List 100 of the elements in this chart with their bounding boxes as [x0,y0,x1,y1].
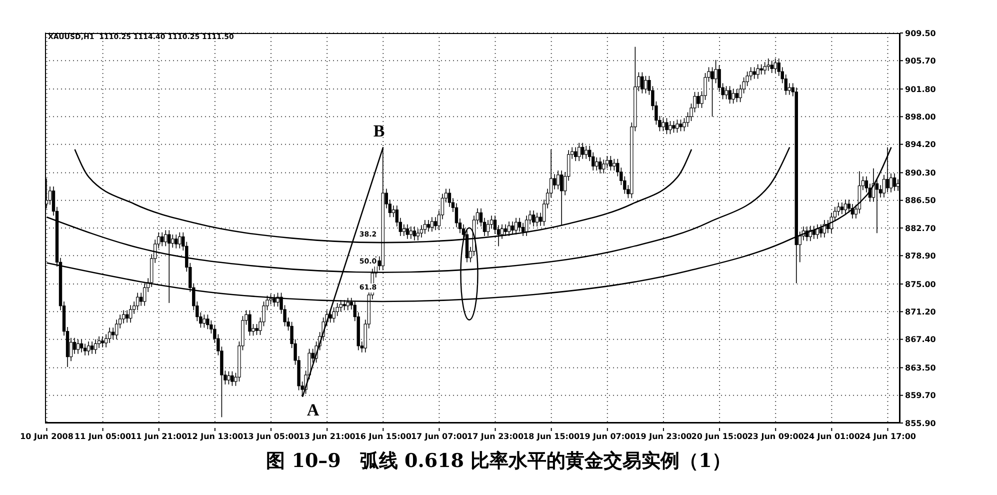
candlestick [578,142,581,162]
y-tick-label: 909.50 [905,28,936,38]
candlestick [532,210,536,227]
candlestick [136,292,140,311]
candlestick [178,232,182,249]
candlestick [696,92,700,108]
candlestick [724,86,728,100]
candlestick [72,337,76,354]
candlestick [788,82,791,96]
x-tick-label: 17 Jun 07:00 [410,432,468,441]
x-tick-label: 20 Jun 15:00 [691,432,748,441]
x-tick-label: 13 Jun 05:00 [242,432,300,441]
candlestick [129,304,132,323]
candlestick [679,119,682,132]
y-tick-label: 859.70 [905,391,936,400]
candlestick [770,60,774,74]
y-tick-label: 905.70 [905,56,936,66]
candlestick [94,338,98,354]
candlestick [510,221,514,235]
candlestick [486,220,490,236]
candlestick [574,146,578,162]
x-tick-label: 24 Jun 17:00 [859,432,916,441]
candlestick [108,327,112,344]
candlestick [332,306,336,323]
text: 图 10–9 弧线 0.618 比率水平的黄金交易实例（1） [265,449,732,474]
candlestick [86,341,90,356]
candlestick [504,224,508,236]
annotation: A [306,400,320,420]
candlestick [206,314,210,330]
x-tick-label: 18 Jun 15:00 [523,432,580,441]
candlestick [668,120,672,135]
y-tick-label: 875.00 [905,280,936,289]
candlestick [416,228,420,241]
candlestick [840,202,844,215]
candlestick [426,220,430,232]
candlestick [76,338,80,354]
candlestick [710,66,714,118]
x-tick-label: 24 Jun 01:00 [803,432,860,441]
candlestick [518,217,522,232]
candlestick [609,156,612,171]
candlestick [766,58,770,72]
y-tick-label: 898.00 [905,112,936,122]
candlestick [90,341,94,354]
candlestick [595,157,598,171]
candlestick [644,76,648,94]
y-tick-label: 890.30 [905,168,936,178]
x-tick-label: 16 Jun 15:00 [354,432,412,441]
candlestick [412,226,416,241]
candlestick [171,234,174,248]
candlestick [728,86,732,104]
candlestick [160,232,164,247]
y-tick-label: 863.50 [905,364,936,373]
x-tick-label: 10 Jun 2008 [20,432,74,441]
candlestick [760,64,763,75]
x-tick-label: 12 Jun 13:00 [186,432,244,441]
candlestick [581,142,584,160]
y-tick-label: 901.80 [905,84,936,94]
candlestick [672,120,676,134]
candlestick [560,170,564,226]
candlestick [598,157,602,174]
y-tick-label: 878.90 [905,251,936,260]
y-tick-label: 867.40 [905,335,936,344]
candlestick [507,221,511,236]
candlestick [409,226,413,240]
candlestick [676,119,679,134]
candlestick [584,145,588,160]
candlestick [612,158,616,171]
candlestick [514,217,518,235]
candlestick [602,159,606,174]
candlestick [844,199,848,215]
y-tick-label: 871.20 [905,308,936,317]
y-tick-label: 886.50 [905,196,936,206]
candlestick [174,234,178,249]
candlestick [819,224,823,238]
candlestick [735,88,738,103]
x-tick-label: 19 Jun 07:00 [579,432,636,441]
candlestick [756,64,760,80]
candlestick [665,118,668,135]
candlestick [402,224,406,236]
candlestick [732,88,735,104]
candlestick [836,202,840,216]
candlestick [230,370,234,386]
x-tick-label: 23 Jun 09:00 [747,432,804,441]
candlestick [111,327,115,340]
candlestick [406,224,410,240]
candlestick [552,174,556,190]
candlestick [248,310,252,336]
candlestick [752,66,756,80]
candlestick [892,173,896,192]
x-tick-label: 13 Jun 21:00 [298,432,356,441]
candlestick [556,170,560,190]
x-tick-label: 19 Jun 23:00 [635,432,692,441]
candlestick [662,118,665,132]
candlestick [100,336,104,348]
candlestick [434,216,438,231]
y-tick-label: 894.20 [905,140,936,150]
candlestick [125,310,129,323]
candlestick [430,216,434,232]
candlestick [80,338,84,353]
candlestick [875,178,879,234]
